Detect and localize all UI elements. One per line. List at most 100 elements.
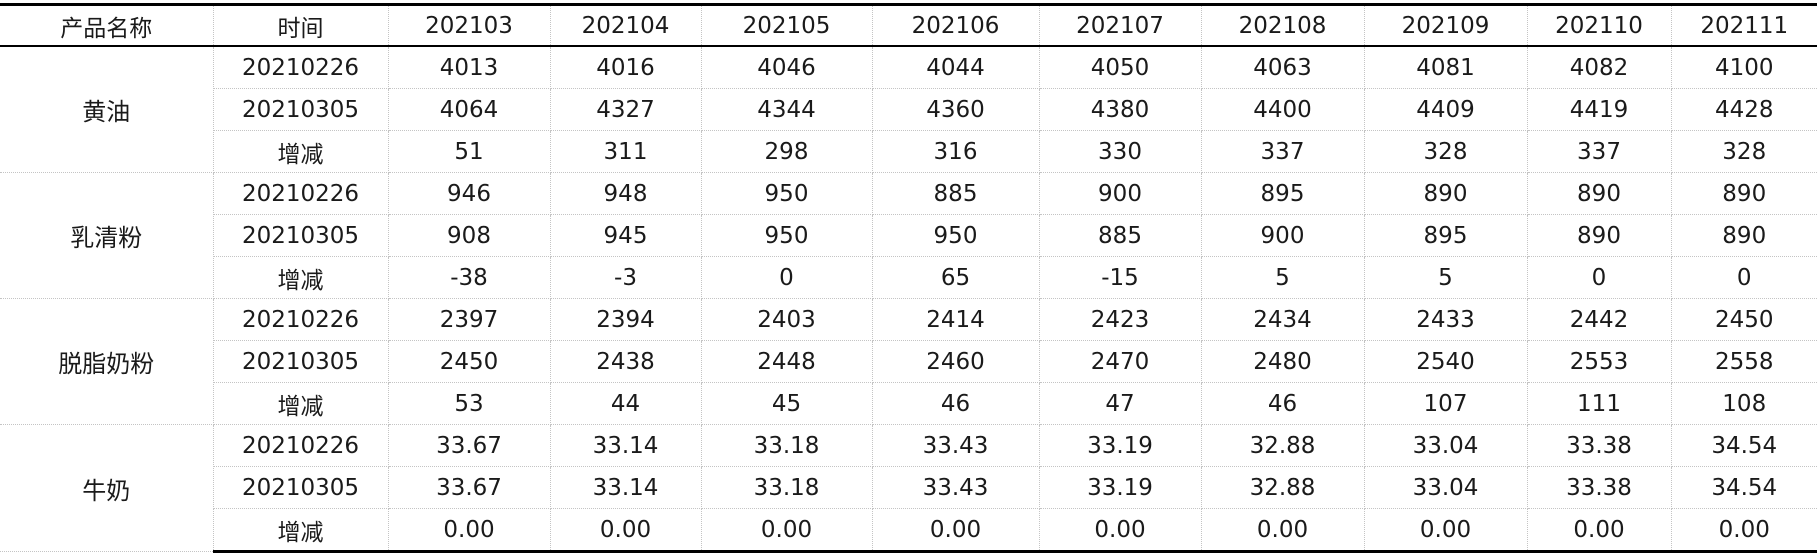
value-cell: 950 (871, 214, 1040, 257)
value-cell: 2394 (549, 298, 702, 341)
value-cell: 0.00 (700, 508, 873, 553)
value-cell: 311 (549, 130, 702, 173)
value-cell: 2397 (387, 298, 551, 341)
value-cell: 0 (1670, 256, 1817, 299)
value-cell: 337 (1200, 130, 1365, 173)
value-cell: 946 (387, 172, 551, 215)
value-cell: 4428 (1670, 88, 1817, 131)
value-cell: 0.00 (1200, 508, 1365, 553)
value-cell: 2540 (1363, 340, 1528, 383)
value-cell: 4100 (1670, 45, 1817, 89)
value-cell: 328 (1670, 130, 1817, 173)
value-cell: 4409 (1363, 88, 1528, 131)
product-name-cell: 黄油 (0, 45, 214, 173)
value-cell: 4327 (549, 88, 702, 131)
value-cell: 32.88 (1200, 424, 1365, 467)
time-cell: 20210305 (213, 340, 389, 383)
value-cell: 950 (700, 214, 873, 257)
value-cell: 4046 (700, 45, 873, 89)
value-cell: 4044 (871, 45, 1040, 89)
value-cell: 47 (1038, 382, 1202, 425)
time-cell: 增减 (213, 256, 389, 299)
value-cell: 2470 (1038, 340, 1202, 383)
value-cell: 2553 (1526, 340, 1672, 383)
time-cell: 20210226 (212, 424, 389, 467)
value-cell: 4064 (387, 88, 551, 131)
value-cell: 33.18 (700, 466, 873, 509)
value-cell: 900 (1200, 214, 1365, 257)
value-cell: 0.00 (1526, 508, 1672, 553)
value-cell: 33.19 (1038, 424, 1202, 467)
value-cell: 2433 (1363, 298, 1528, 341)
value-cell: 4081 (1363, 45, 1528, 89)
time-cell: 增减 (213, 382, 389, 425)
value-cell: 33.18 (700, 424, 873, 467)
value-cell: 5 (1363, 256, 1528, 299)
time-cell: 20210305 (213, 214, 389, 257)
table-row: 增减 0.00 0.00 0.00 0.00 0.00 0.00 0.00 0.00 0.00 (0, 508, 1817, 553)
value-cell: 4082 (1526, 45, 1672, 89)
value-cell: 4344 (700, 88, 873, 131)
time-cell: 20210226 (212, 45, 389, 89)
value-cell: 895 (1363, 214, 1528, 257)
value-cell: 950 (700, 172, 873, 215)
value-cell: 890 (1526, 214, 1672, 257)
value-cell: 33.04 (1363, 466, 1528, 509)
value-cell: 33.14 (549, 424, 702, 467)
value-cell: 4050 (1038, 45, 1202, 89)
value-cell: 885 (871, 172, 1040, 215)
value-cell: 330 (1038, 130, 1202, 173)
value-cell: 32.88 (1200, 466, 1365, 509)
value-cell: 107 (1363, 382, 1528, 425)
header-product: 产品名称 (0, 3, 214, 47)
value-cell: 33.14 (549, 466, 702, 509)
value-cell: 51 (387, 130, 551, 173)
header-month: 202105 (700, 3, 873, 47)
header-time: 时间 (212, 3, 389, 47)
header-row: 产品名称 时间 202103 202104 202105 202106 2021… (0, 3, 1817, 47)
table-row: 增减 51 311 298 316 330 337 328 337 328 (0, 130, 1817, 173)
value-cell: 45 (700, 382, 873, 425)
table-row: 增减 -38 -3 0 65 -15 5 5 0 0 (0, 256, 1817, 299)
table-row: 20210305 2450 2438 2448 2460 2470 2480 2540 2553… (0, 340, 1817, 383)
value-cell: 33.04 (1363, 424, 1528, 467)
value-cell: 2403 (700, 298, 873, 341)
time-cell: 20210305 (213, 88, 389, 131)
time-cell: 增减 (213, 130, 389, 173)
header-month: 202109 (1363, 3, 1528, 47)
table-body: 黄油 20210226 4013 4016 4046 4044 4050 4063 4081 40… (0, 45, 1817, 553)
value-cell: 4016 (549, 45, 702, 89)
value-cell: 33.38 (1526, 424, 1672, 467)
value-cell: 2442 (1526, 298, 1672, 341)
value-cell: 4419 (1526, 88, 1672, 131)
value-cell: 2460 (871, 340, 1040, 383)
value-cell: 895 (1200, 172, 1365, 215)
time-cell: 20210226 (212, 172, 389, 215)
value-cell: 337 (1526, 130, 1672, 173)
value-cell: 0.00 (871, 508, 1040, 553)
value-cell: 33.67 (387, 424, 551, 467)
value-cell: 4380 (1038, 88, 1202, 131)
header-month: 202111 (1670, 3, 1817, 47)
table-row: 20210305 908 945 950 950 885 900 895 890 890 (0, 214, 1817, 257)
value-cell: 0.00 (1038, 508, 1202, 553)
value-cell: 44 (549, 382, 702, 425)
value-cell: 890 (1363, 172, 1528, 215)
value-cell: 5 (1200, 256, 1365, 299)
value-cell: 2434 (1200, 298, 1365, 341)
value-cell: -15 (1038, 256, 1202, 299)
value-cell: 111 (1526, 382, 1672, 425)
value-cell: 2414 (871, 298, 1040, 341)
value-cell: 65 (871, 256, 1040, 299)
value-cell: 108 (1670, 382, 1817, 425)
value-cell: 890 (1670, 172, 1817, 215)
value-cell: 0 (1526, 256, 1672, 299)
table-row: 20210305 4064 4327 4344 4360 4380 4400 4409 4419… (0, 88, 1817, 131)
value-cell: 34.54 (1670, 466, 1817, 509)
value-cell: 33.19 (1038, 466, 1202, 509)
value-cell: 885 (1038, 214, 1202, 257)
time-cell: 20210226 (212, 298, 389, 341)
value-cell: 2438 (549, 340, 702, 383)
table-row: 黄油 20210226 4013 4016 4046 4044 4050 4063 4081 40… (0, 45, 1817, 173)
table-row: 牛奶 20210226 33.67 33.14 33.18 33.43 33.19 32.88… (0, 424, 1817, 552)
